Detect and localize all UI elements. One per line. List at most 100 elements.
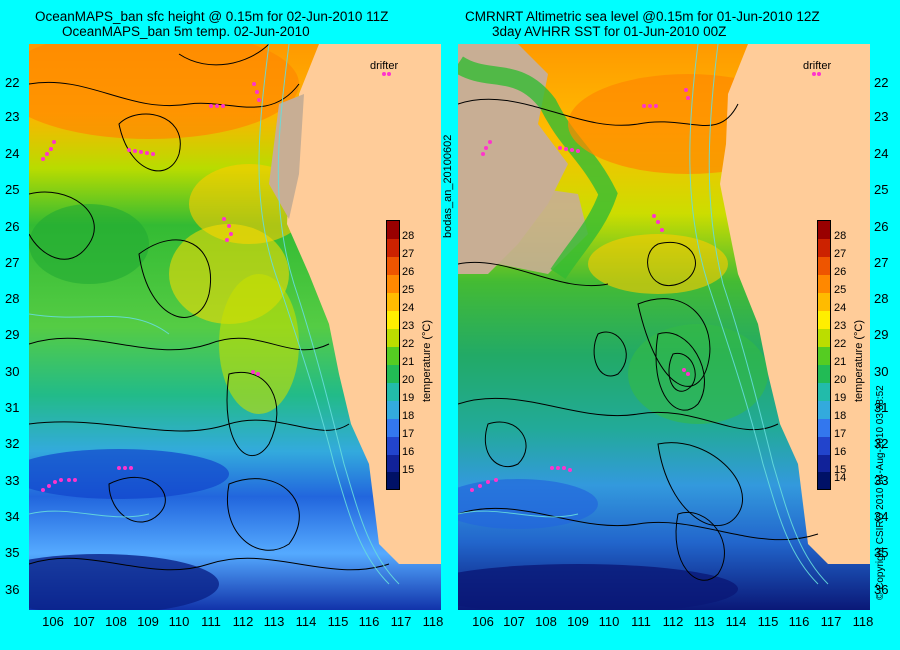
lat-label: 36: [5, 582, 20, 597]
lon-label: 111: [631, 614, 651, 629]
lat-label: 27: [5, 255, 20, 270]
lat-label: 25: [874, 182, 889, 197]
lat-label: 24: [874, 146, 889, 161]
lat-label: 35: [874, 545, 889, 560]
colorbar-tick: 21: [834, 356, 847, 368]
lat-label: 25: [5, 182, 20, 197]
colorbar-tick: 18: [402, 410, 415, 422]
right-drifter-label: drifter: [803, 60, 832, 72]
lon-label: 118: [422, 614, 444, 629]
lat-label: 34: [874, 509, 889, 524]
lat-label: 32: [874, 436, 889, 451]
right-map-panel: [458, 44, 870, 610]
colorbar-tick: 26: [834, 266, 847, 278]
colorbar-tick: 27: [402, 248, 415, 260]
lat-label: 29: [5, 327, 20, 342]
lat-label: 26: [5, 219, 20, 234]
lon-label: 110: [168, 614, 190, 629]
lon-label: 109: [137, 614, 159, 629]
lon-label: 108: [105, 614, 127, 629]
lat-label: 34: [5, 509, 20, 524]
left-isobaths: [29, 44, 400, 585]
lat-label: 30: [5, 364, 20, 379]
right-cool-patch: [628, 324, 768, 424]
lon-label: 108: [535, 614, 557, 629]
left-drifter-tracks: [41, 72, 391, 492]
colorbar-tick: 20: [402, 374, 415, 386]
lon-label: 116: [358, 614, 380, 629]
lon-label: 107: [73, 614, 95, 629]
lon-label: 112: [662, 614, 684, 629]
lon-label: 114: [295, 614, 317, 629]
left-colorbar: [386, 220, 400, 490]
right-green-speckle: [458, 56, 618, 280]
colorbar-tick: 28: [402, 230, 415, 242]
lat-label: 22: [874, 75, 889, 90]
lat-label: 28: [5, 291, 20, 306]
colorbar-tick: 23: [402, 320, 415, 332]
right-title-line2: 3day AVHRR SST for 01-Jun-2010 00Z: [492, 24, 727, 39]
right-title-line1: CMRNRT Altimetric sea level @0.15m for 0…: [465, 9, 820, 24]
lon-label: 118: [852, 614, 874, 629]
lat-label: 23: [5, 109, 20, 124]
lon-label: 106: [472, 614, 494, 629]
colorbar-tick: 27: [834, 248, 847, 260]
lat-label: 22: [5, 75, 20, 90]
right-warm-patch: [588, 234, 728, 294]
colorbar-tick: 24: [834, 302, 847, 314]
lat-label: 30: [874, 364, 889, 379]
colorbar-tick: 16: [402, 446, 415, 458]
right-cool-patch: [458, 564, 738, 610]
left-title-line1: OceanMAPS_ban sfc height @ 0.15m for 02-…: [35, 9, 389, 24]
left-map-svg: [29, 44, 441, 610]
lat-label: 32: [5, 436, 20, 451]
left-warm-patch: [219, 274, 299, 414]
lat-label: 35: [5, 545, 20, 560]
lon-label: 113: [693, 614, 715, 629]
colorbar-tick: 22: [834, 338, 847, 350]
lat-label: 33: [874, 473, 889, 488]
lon-label: 116: [788, 614, 810, 629]
lat-label: 36: [874, 582, 889, 597]
left-drifter-label: drifter: [370, 60, 399, 72]
right-colorbar: [817, 220, 831, 490]
left-title-line2: OceanMAPS_ban 5m temp. 02-Jun-2010: [62, 24, 310, 39]
lon-label: 109: [567, 614, 589, 629]
colorbar-tick: 19: [402, 392, 415, 404]
colorbar-tick: 24: [402, 302, 415, 314]
right-map-svg: [458, 44, 870, 610]
lon-label: 115: [757, 614, 779, 629]
lat-label: 24: [5, 146, 20, 161]
colorbar-tick: 20: [834, 374, 847, 386]
right-colorbar-label: temperature (°C): [853, 319, 865, 402]
colorbar-tick: 23: [834, 320, 847, 332]
lon-label: 111: [201, 614, 221, 629]
colorbar-tick: 17: [834, 428, 847, 440]
lat-label: 26: [874, 219, 889, 234]
left-map-panel: [29, 44, 441, 610]
lon-label: 115: [327, 614, 349, 629]
left-colorbar-label: temperature (°C): [421, 319, 433, 402]
lon-label: 112: [232, 614, 254, 629]
left-cool-patch: [29, 554, 219, 610]
colorbar-tick: 14: [834, 472, 847, 484]
colorbar-tick: 17: [402, 428, 415, 440]
lat-label: 27: [874, 255, 889, 270]
colorbar-tick: 25: [834, 284, 847, 296]
colorbar-tick: 19: [834, 392, 847, 404]
lat-label: 29: [874, 327, 889, 342]
colorbar-tick: 15: [834, 464, 847, 476]
right-drifter-tracks: [470, 72, 821, 492]
lat-label: 23: [874, 109, 889, 124]
colorbar-tick: 21: [402, 356, 415, 368]
right-contours: [458, 98, 819, 581]
left-cool-patch: [29, 449, 229, 499]
lon-label: 106: [42, 614, 64, 629]
lon-label: 110: [598, 614, 620, 629]
lon-label: 107: [503, 614, 525, 629]
right-isobaths: [458, 44, 829, 585]
colorbar-tick: 25: [402, 284, 415, 296]
left-warm-patch: [29, 44, 299, 139]
lon-label: 114: [725, 614, 747, 629]
colorbar-tick: 15: [402, 464, 415, 476]
